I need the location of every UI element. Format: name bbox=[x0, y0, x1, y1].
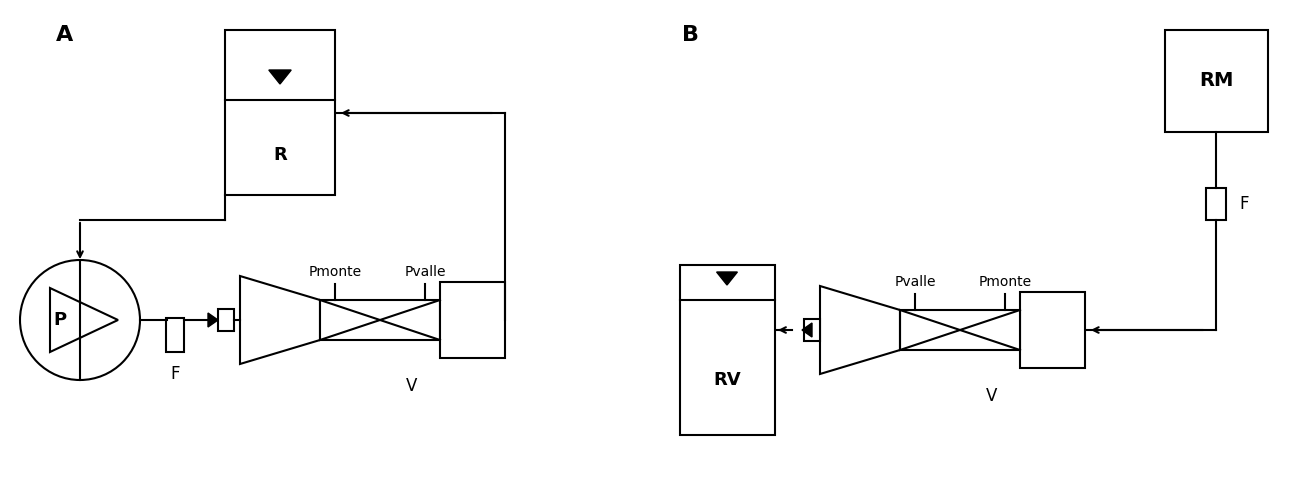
Text: RV: RV bbox=[713, 371, 740, 389]
Text: P: P bbox=[54, 311, 67, 329]
Polygon shape bbox=[269, 70, 292, 84]
Polygon shape bbox=[802, 323, 812, 337]
Text: RM: RM bbox=[1199, 72, 1233, 90]
Text: B: B bbox=[681, 25, 698, 45]
Text: V: V bbox=[407, 377, 417, 395]
Text: A: A bbox=[56, 25, 73, 45]
Bar bbox=[804, 319, 820, 341]
Text: V: V bbox=[986, 387, 998, 405]
Text: Pmonte: Pmonte bbox=[978, 275, 1032, 289]
Text: F: F bbox=[1239, 195, 1249, 213]
Text: F: F bbox=[170, 365, 179, 383]
Bar bbox=[320, 300, 439, 340]
Text: Pmonte: Pmonte bbox=[309, 265, 361, 279]
Bar bbox=[439, 282, 505, 358]
Bar bbox=[1165, 30, 1267, 132]
Bar bbox=[1020, 292, 1086, 368]
Bar bbox=[900, 310, 1020, 350]
Text: Pvalle: Pvalle bbox=[895, 275, 935, 289]
Polygon shape bbox=[208, 313, 218, 327]
Bar bbox=[225, 30, 335, 195]
Bar bbox=[166, 318, 184, 352]
Text: Pvalle: Pvalle bbox=[404, 265, 446, 279]
Bar bbox=[218, 309, 234, 331]
Polygon shape bbox=[717, 272, 738, 285]
Bar bbox=[680, 265, 776, 435]
Bar bbox=[1206, 188, 1226, 220]
Text: R: R bbox=[273, 146, 286, 164]
